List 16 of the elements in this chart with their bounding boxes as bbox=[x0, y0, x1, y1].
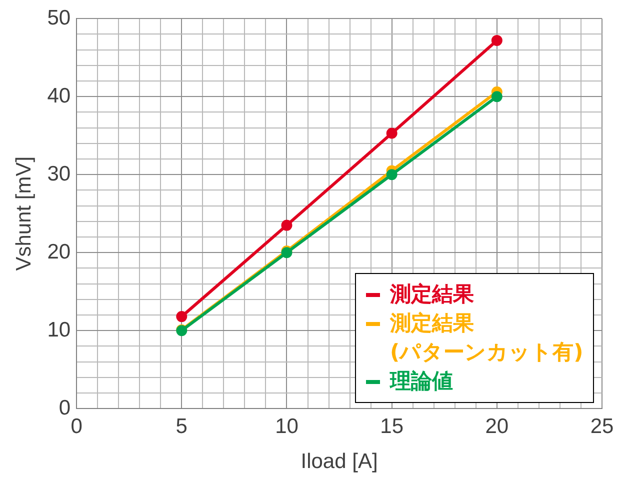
x-tick-label: 15 bbox=[380, 414, 404, 438]
y-tick-label: 40 bbox=[47, 84, 71, 108]
x-axis-title: Iload [A] bbox=[300, 450, 378, 474]
y-tick-label: 50 bbox=[47, 6, 71, 30]
y-tick-label: 30 bbox=[47, 162, 71, 186]
y-axis-title: Vshunt [mV] bbox=[12, 156, 36, 271]
x-tick-label: 25 bbox=[590, 414, 614, 438]
legend-label: 測定結果 bbox=[390, 280, 474, 308]
y-tick-label: 10 bbox=[47, 318, 71, 342]
y-tick-label: 0 bbox=[58, 396, 71, 420]
x-tick-label: 20 bbox=[485, 414, 509, 438]
legend-label: 測定結果 (パターンカット有) bbox=[390, 310, 584, 366]
x-tick-label: 5 bbox=[176, 414, 188, 438]
legend-label: 理論値 bbox=[390, 368, 453, 395]
y-tick-label: 20 bbox=[47, 240, 71, 264]
x-tick-label: 10 bbox=[275, 414, 298, 438]
